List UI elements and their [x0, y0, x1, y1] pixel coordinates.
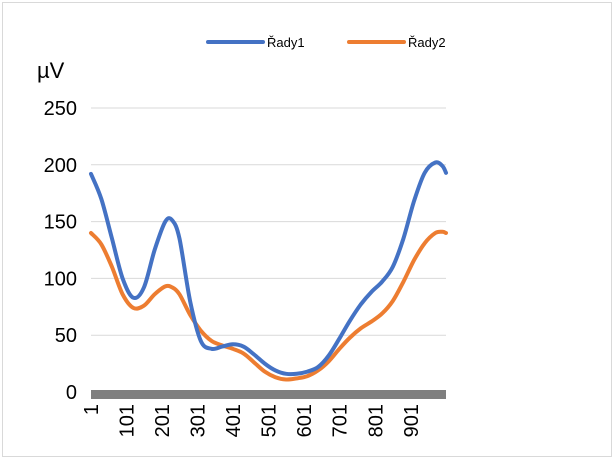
y-tick-label: 200 [44, 155, 77, 177]
y-axis-unit-label: µV [37, 58, 65, 83]
legend-label: Řady1 [267, 35, 305, 50]
x-axis-ticks: 1 101 201 301 401 501 601 701 801 901 [81, 404, 423, 437]
x-tick-label: 101 [117, 404, 139, 437]
y-tick-label: 250 [44, 98, 77, 120]
chart-frame: 0 50 100 150 200 250 1 101 201 301 401 501 601 701 80… [2, 2, 612, 457]
x-tick-label: 401 [223, 404, 245, 437]
x-tick-label: 301 [188, 404, 210, 437]
x-axis-baseline [91, 390, 446, 399]
series-lines [89, 160, 448, 382]
x-tick-label: 701 [330, 404, 352, 437]
y-tick-label: 0 [66, 382, 77, 404]
line-chart: 0 50 100 150 200 250 1 101 201 301 401 501 601 701 80… [37, 35, 448, 437]
x-tick-label: 1 [81, 404, 103, 415]
y-tick-label: 50 [55, 325, 77, 347]
series-line-Řady1 [89, 160, 448, 377]
x-tick-label: 901 [401, 404, 423, 437]
y-tick-label: 100 [44, 268, 77, 290]
x-tick-label: 801 [365, 404, 387, 437]
legend-label: Řady2 [408, 35, 446, 50]
x-tick-label: 201 [152, 404, 174, 437]
y-tick-label: 150 [44, 212, 77, 234]
series-line-Řady2 [89, 229, 448, 382]
x-tick-label: 501 [259, 404, 281, 437]
y-axis-ticks: 0 50 100 150 200 250 [44, 98, 77, 404]
x-tick-label: 601 [294, 404, 316, 437]
legend: Řady1 Řady2 [206, 35, 446, 50]
